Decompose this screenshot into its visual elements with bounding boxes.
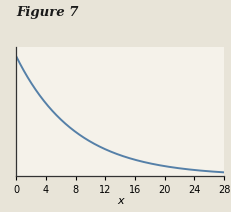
Text: Figure 7: Figure 7 [16,6,79,19]
X-axis label: x: x [117,196,123,206]
